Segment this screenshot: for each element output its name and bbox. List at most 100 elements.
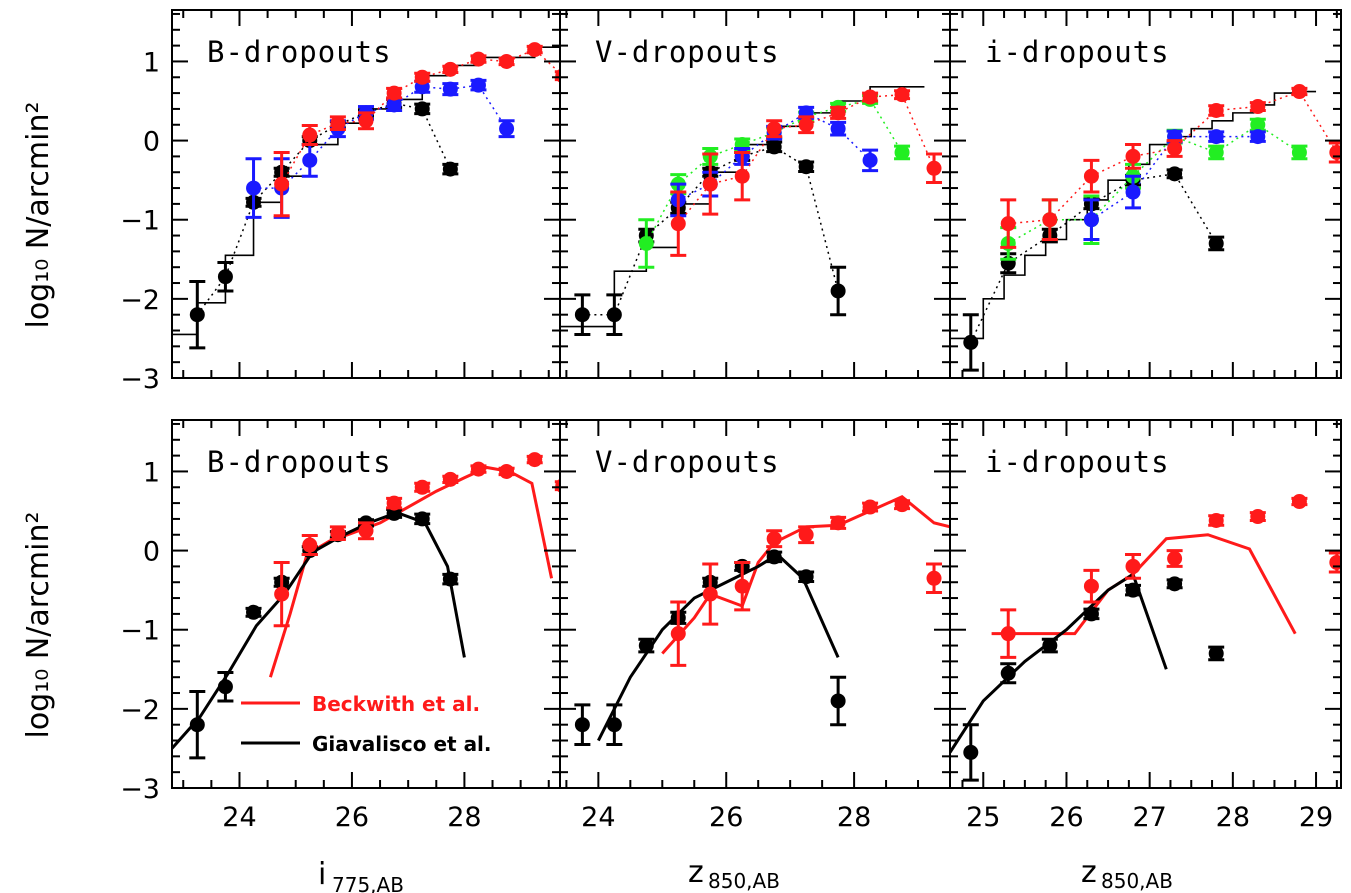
data-point xyxy=(963,744,979,760)
x-axis-label-2: z 850,AB xyxy=(688,855,780,893)
x-axis-label-sub: 775,AB xyxy=(332,873,404,893)
data-point xyxy=(1208,129,1224,145)
data-point xyxy=(1000,216,1016,232)
data-point xyxy=(302,537,318,553)
dotted-connector xyxy=(1008,90,1338,225)
histogram-step-line xyxy=(560,85,925,328)
y-axis-label: log₁₀ N/arcmin² xyxy=(21,511,56,738)
x-axis-label-3: z 850,AB xyxy=(1081,855,1173,893)
series-black xyxy=(962,576,1225,782)
data-point xyxy=(470,51,486,67)
data-point xyxy=(442,161,458,177)
series-blue xyxy=(245,77,515,219)
panel-title: V-dropouts xyxy=(595,445,780,479)
data-point xyxy=(302,127,318,143)
series-red xyxy=(670,87,943,257)
series-red xyxy=(273,42,560,218)
series-blue xyxy=(1083,129,1266,242)
panel-title: B-dropouts xyxy=(207,445,392,479)
x-tick-label: 29 xyxy=(1299,802,1333,833)
data-point xyxy=(1125,558,1141,574)
data-point xyxy=(1042,212,1058,228)
dotted-connector xyxy=(677,93,935,225)
dotted-connector xyxy=(1091,135,1258,221)
data-point xyxy=(274,176,290,192)
data-point xyxy=(442,81,458,97)
y-tick-label: 0 xyxy=(143,537,160,568)
data-point xyxy=(862,499,878,515)
data-point xyxy=(1291,84,1307,100)
series-red xyxy=(273,452,560,628)
panel-plot-area xyxy=(172,42,560,350)
data-point xyxy=(217,679,233,695)
data-point xyxy=(274,586,290,602)
panel-title: B-dropouts xyxy=(207,35,392,69)
dotted-connector xyxy=(253,84,508,189)
data-point xyxy=(414,479,430,495)
data-point xyxy=(606,717,622,733)
data-point xyxy=(1291,494,1307,510)
data-point xyxy=(1208,513,1224,529)
panel-top-3: i-dropouts xyxy=(949,9,1342,379)
data-point xyxy=(1250,129,1266,145)
x-tick-label: 28 xyxy=(1216,802,1250,833)
data-point xyxy=(527,42,543,58)
data-point xyxy=(862,152,878,168)
series-red xyxy=(1000,494,1341,659)
panel-title: V-dropouts xyxy=(595,35,780,69)
data-point xyxy=(766,121,782,137)
dotted-connector xyxy=(582,146,839,316)
data-point xyxy=(830,121,846,137)
panel-bottom-2: V-dropouts 24 26 28 xyxy=(559,419,951,833)
data-point xyxy=(798,117,814,133)
data-point xyxy=(246,180,262,196)
data-point xyxy=(894,144,910,160)
panel-plot-area xyxy=(172,452,560,760)
y-tick-label: −2 xyxy=(120,285,160,316)
data-point xyxy=(1000,626,1016,642)
x-axis-label-1: i 775,AB xyxy=(318,857,404,893)
data-point xyxy=(1250,509,1266,525)
data-point xyxy=(386,85,402,101)
data-point xyxy=(574,717,590,733)
legend-label-giavalisco: Giavalisco et al. xyxy=(312,732,492,756)
y-axis-label-top: log₁₀ N/arcmin² xyxy=(21,101,56,328)
data-point xyxy=(1125,184,1141,200)
data-point xyxy=(217,269,233,285)
x-tick-label: 27 xyxy=(1132,802,1166,833)
x-tick-label: 24 xyxy=(222,802,256,833)
model-curve-red xyxy=(991,533,1297,636)
data-point xyxy=(702,176,718,192)
data-point xyxy=(499,463,515,479)
data-point xyxy=(670,216,686,232)
data-point xyxy=(499,121,515,137)
data-point xyxy=(734,578,750,594)
data-point xyxy=(798,527,814,543)
panel-bottom-1: B-dropouts −3 −2 −1 0 1 24 26 28 xyxy=(120,419,561,833)
x-tick-label: 28 xyxy=(837,802,871,833)
data-point xyxy=(670,626,686,642)
data-point xyxy=(926,570,942,586)
data-point xyxy=(414,69,430,85)
series-red xyxy=(670,497,943,667)
data-point xyxy=(442,471,458,487)
x-tick-label: 26 xyxy=(335,802,369,833)
x-axis-label-main: z xyxy=(688,855,704,890)
data-point xyxy=(1208,645,1224,661)
data-point xyxy=(527,452,543,468)
y-axis-label: log₁₀ N/arcmin² xyxy=(21,101,56,328)
data-point xyxy=(470,461,486,477)
data-point xyxy=(862,89,878,105)
panel-frame xyxy=(949,9,1342,379)
data-point xyxy=(830,105,846,121)
data-point xyxy=(766,139,782,155)
panel-title: i-dropouts xyxy=(985,445,1170,479)
data-point xyxy=(1250,99,1266,115)
panel-top-2: V-dropouts xyxy=(559,9,951,379)
data-point xyxy=(606,307,622,323)
panel-plot-area xyxy=(950,494,1341,782)
data-point xyxy=(358,113,374,129)
data-point xyxy=(414,101,430,117)
data-point xyxy=(1208,235,1224,251)
